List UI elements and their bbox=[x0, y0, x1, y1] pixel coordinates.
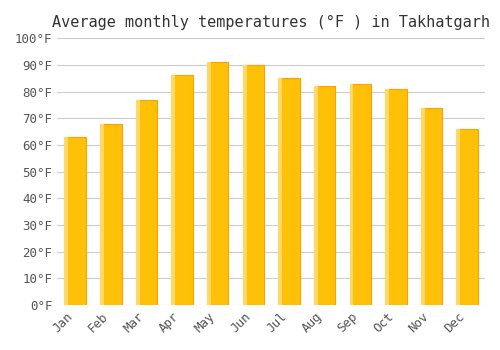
Bar bbox=[242, 65, 264, 305]
Bar bbox=[278, 78, 282, 305]
Bar bbox=[172, 76, 175, 305]
Title: Average monthly temperatures (°F ) in Takhatgarh: Average monthly temperatures (°F ) in Ta… bbox=[52, 15, 490, 30]
Bar bbox=[64, 137, 86, 305]
Bar bbox=[207, 62, 211, 305]
Bar bbox=[314, 86, 318, 305]
Bar bbox=[136, 99, 140, 305]
Bar bbox=[421, 107, 424, 305]
Bar bbox=[207, 62, 229, 305]
Bar bbox=[100, 124, 104, 305]
Bar bbox=[100, 124, 122, 305]
Bar bbox=[172, 76, 193, 305]
Bar bbox=[136, 99, 157, 305]
Bar bbox=[314, 86, 336, 305]
Bar bbox=[278, 78, 299, 305]
Bar bbox=[385, 89, 389, 305]
Bar bbox=[350, 84, 371, 305]
Bar bbox=[350, 84, 354, 305]
Bar bbox=[64, 137, 68, 305]
Bar bbox=[385, 89, 406, 305]
Bar bbox=[456, 129, 460, 305]
Bar bbox=[456, 129, 478, 305]
Bar bbox=[421, 107, 442, 305]
Bar bbox=[242, 65, 246, 305]
